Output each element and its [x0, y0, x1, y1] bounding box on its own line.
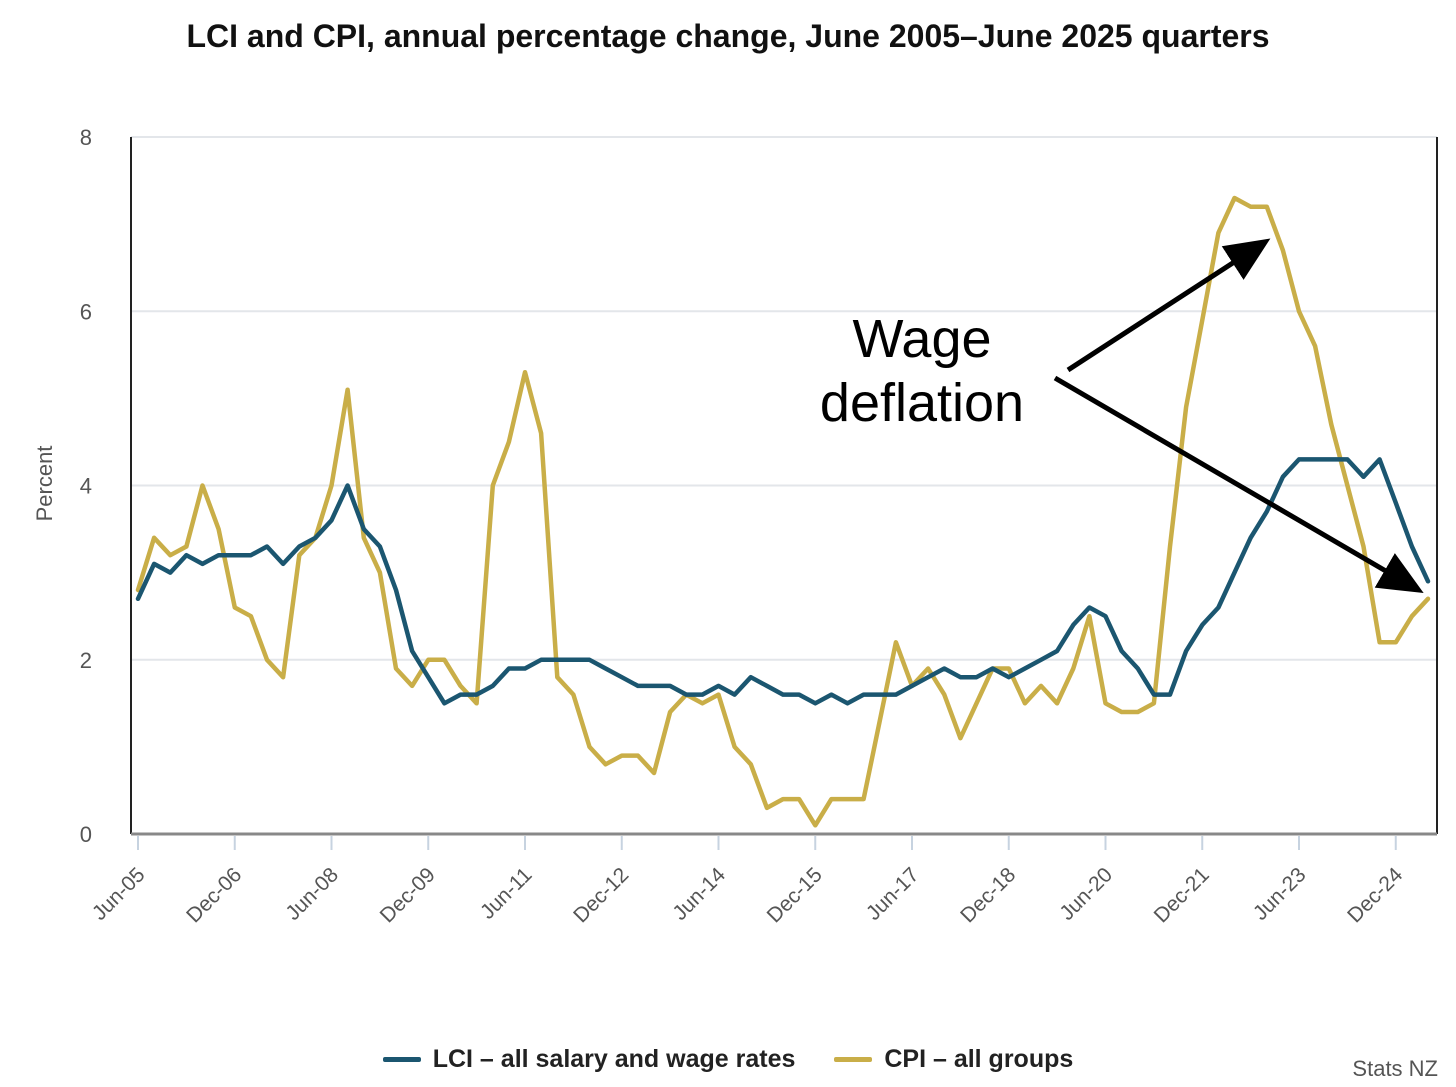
legend-label-lci: LCI – all salary and wage rates [432, 1045, 796, 1073]
arrow-down [1053, 375, 1424, 594]
x-tick-label-Jun-20: Jun-20 [1055, 863, 1117, 925]
y-tick-label-6: 6 [80, 299, 92, 324]
x-tick-label-Dec-18: Dec-18 [956, 863, 1020, 927]
x-axis-ticks: Jun-05 Dec-06 Jun-08 Dec-09 Jun-11 Dec-12 Jun-… [88, 836, 1408, 927]
x-tick-label-Dec-21: Dec-21 [1150, 863, 1214, 927]
y-tick-label-0: 0 [80, 822, 92, 847]
x-tick-label-Dec-24: Dec-24 [1343, 863, 1407, 927]
x-tick-label-Jun-23: Jun-23 [1249, 863, 1311, 925]
x-tick-label-Dec-12: Dec-12 [569, 863, 633, 927]
x-tick-label-Dec-06: Dec-06 [182, 863, 246, 927]
arrow-up [1066, 238, 1271, 373]
x-tick-label-Jun-11: Jun-11 [476, 863, 537, 924]
legend: LCI – all salary and wage rates CPI – al… [0, 1040, 1456, 1074]
y-tick-label-4: 4 [80, 474, 92, 499]
x-tick-label-Jun-17: Jun-17 [862, 863, 924, 925]
wage-deflation-annotation: Wage deflation [820, 238, 1424, 594]
legend-item-lci: LCI – all salary and wage rates [382, 1045, 796, 1074]
series-lines [135, 195, 1431, 828]
chart-title: LCI and CPI, annual percentage change, J… [186, 18, 1270, 54]
x-tick-label-Jun-05: Jun-05 [88, 863, 150, 925]
annotation-line-2: deflation [820, 373, 1024, 433]
legend-swatch-cpi [834, 1057, 873, 1062]
gridlines [131, 136, 1437, 661]
x-tick-label-Jun-14: Jun-14 [668, 863, 730, 925]
series-line-cpi [135, 195, 1431, 828]
annotation-line-1: Wage [852, 309, 991, 369]
legend-label-cpi: CPI – all groups [884, 1045, 1074, 1073]
y-axis-ticks: 0 2 4 6 8 [80, 125, 92, 847]
legend-swatch-lci [382, 1057, 421, 1062]
y-tick-label-8: 8 [80, 125, 92, 150]
x-tick-label-Jun-08: Jun-08 [281, 863, 343, 925]
source-label: Stats NZ [1352, 1056, 1438, 1081]
y-axis-label: Percent [32, 446, 57, 522]
series-line-lci [135, 457, 1431, 706]
y-tick-label-2: 2 [80, 648, 92, 673]
x-tick-label-Dec-15: Dec-15 [763, 863, 827, 927]
x-tick-label-Dec-09: Dec-09 [376, 863, 440, 927]
legend-item-cpi: CPI – all groups [834, 1045, 1073, 1074]
